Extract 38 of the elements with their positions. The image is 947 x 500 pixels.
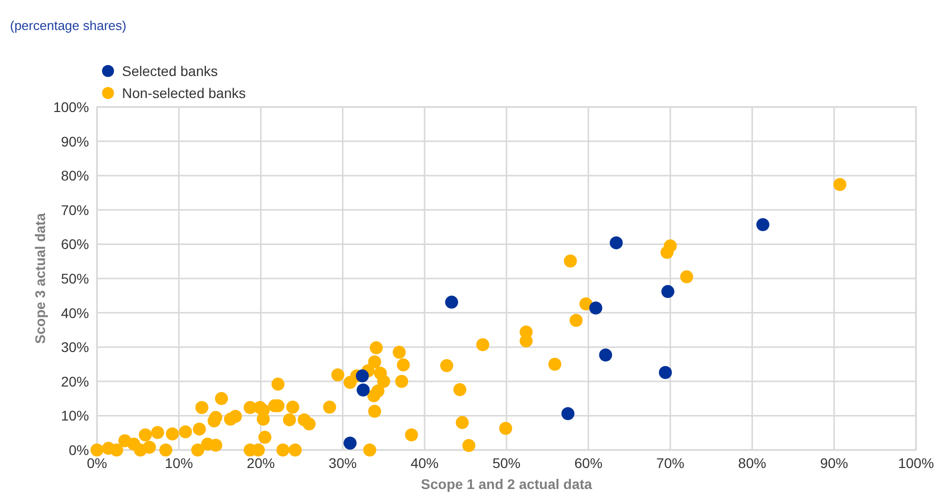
y-axis-title: Scope 3 actual data xyxy=(32,212,48,344)
x-tick-label: 90% xyxy=(820,455,848,471)
point xyxy=(356,369,369,382)
chart-title: (percentage shares) xyxy=(10,18,126,33)
point xyxy=(344,436,357,450)
legend-label: Selected banks xyxy=(122,63,218,79)
x-axis-title: Scope 1 and 2 actual data xyxy=(420,476,592,492)
y-tick-label: 70% xyxy=(60,202,89,218)
point xyxy=(658,366,672,379)
x-tick-label: 50% xyxy=(492,455,521,471)
legend-label: Non-selected banks xyxy=(122,85,246,101)
point xyxy=(661,285,674,298)
point xyxy=(561,407,574,420)
y-tick-label: 10% xyxy=(60,408,89,424)
y-tick-label: 100% xyxy=(53,99,89,115)
y-tick-label: 50% xyxy=(60,270,89,286)
point xyxy=(756,218,770,232)
x-tick-label: 80% xyxy=(738,455,766,471)
point xyxy=(445,296,458,309)
x-tick-label: 40% xyxy=(410,455,439,471)
point xyxy=(589,302,602,314)
x-tick-label: 100% xyxy=(898,455,934,471)
y-tick-label: 90% xyxy=(60,133,89,150)
y-tick-label: 0% xyxy=(68,442,89,458)
point xyxy=(610,236,623,250)
x-tick-label: 20% xyxy=(246,455,275,471)
y-tick-label: 80% xyxy=(60,168,89,184)
x-tick-label: 0% xyxy=(86,455,108,471)
x-tick-label: 70% xyxy=(656,455,684,471)
point xyxy=(356,383,370,396)
y-tick-label: 20% xyxy=(60,373,89,390)
x-tick-label: 30% xyxy=(328,455,357,471)
y-tick-label: 30% xyxy=(60,339,89,356)
x-tick-label: 10% xyxy=(164,455,193,471)
point xyxy=(599,348,612,362)
x-tick-label: 60% xyxy=(574,455,602,471)
y-tick-label: 60% xyxy=(60,236,89,252)
y-tick-label: 40% xyxy=(60,304,89,321)
